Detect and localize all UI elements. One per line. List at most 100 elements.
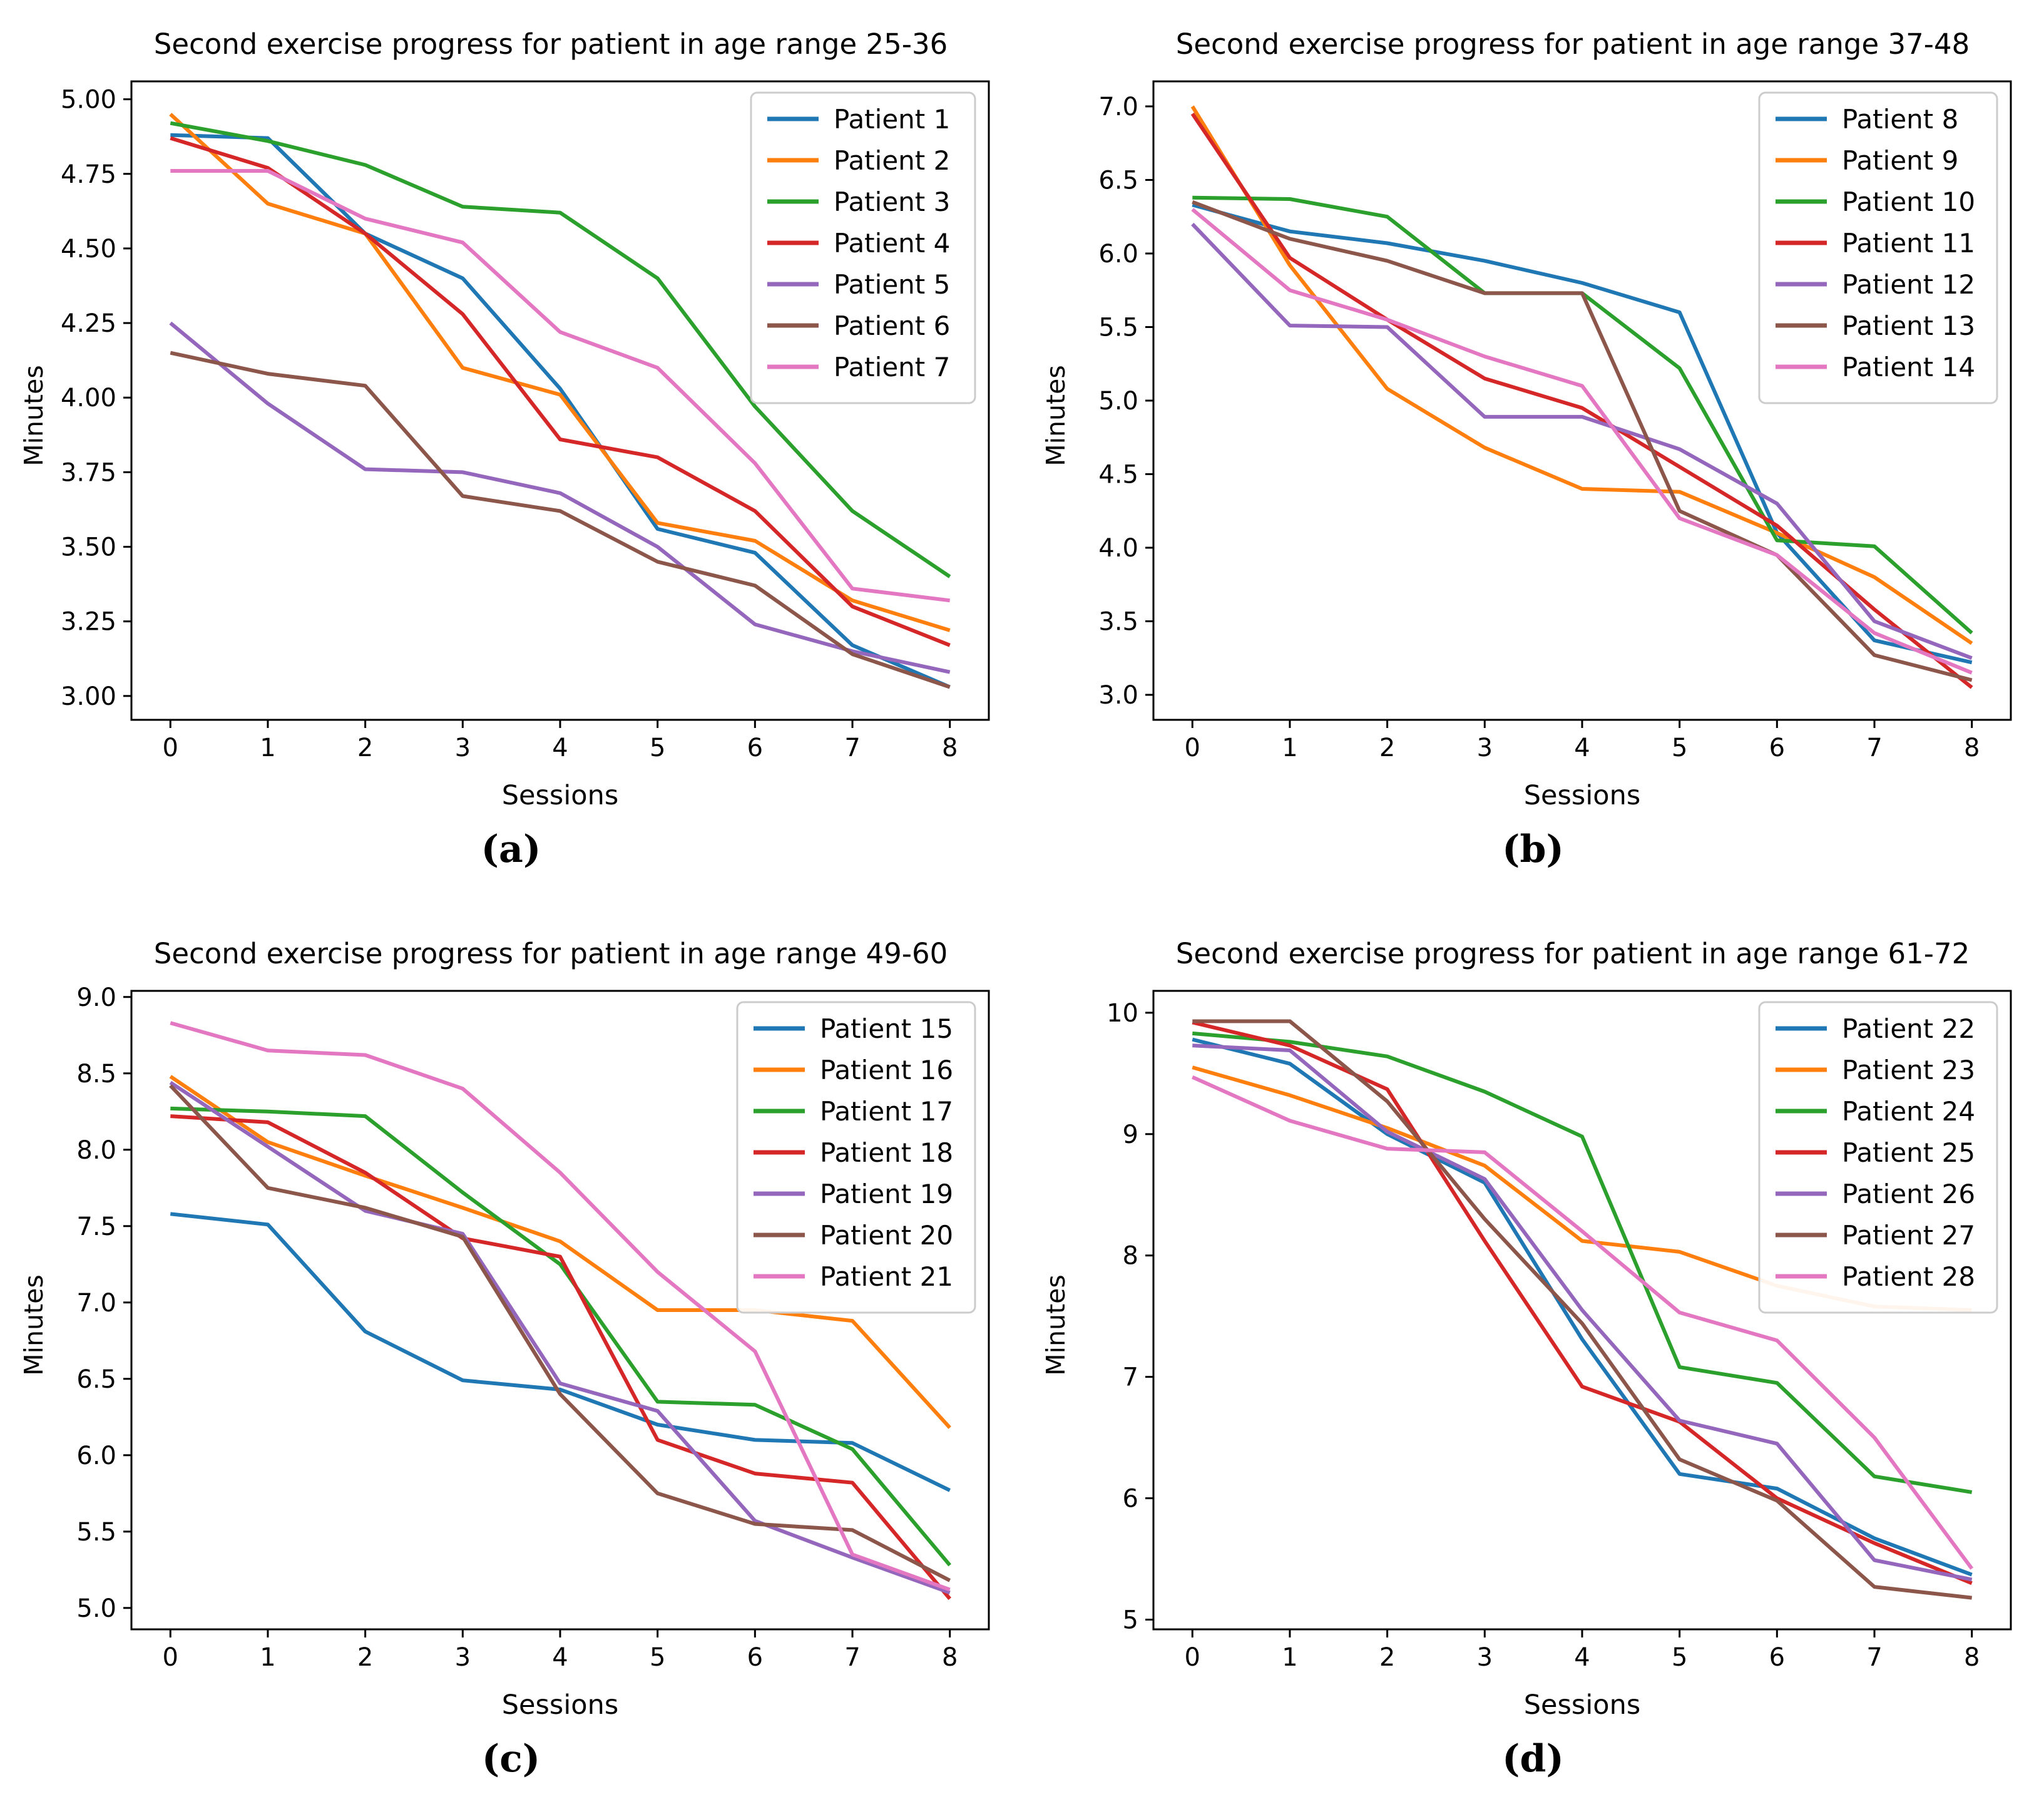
legend-label: Patient 28 [1842, 1261, 1975, 1292]
x-tick-label: 8 [1964, 1643, 1980, 1672]
legend-label: Patient 1 [834, 104, 950, 135]
chart-b-figure-label: (b) [1502, 828, 1564, 871]
series-line-patient-2 [169, 113, 951, 632]
series-line-patient-6 [170, 351, 951, 689]
series-line-patient-4 [170, 136, 951, 647]
x-tick-label: 5 [650, 734, 665, 762]
y-tick-label: 7.5 [76, 1212, 116, 1241]
series-line-patient-20 [169, 1084, 951, 1582]
x-tick-label: 0 [163, 734, 178, 762]
y-tick-label: 3.00 [61, 682, 116, 711]
x-tick-label: 8 [942, 1643, 958, 1672]
x-tick-label: 1 [1282, 734, 1297, 762]
y-tick-label: 6.0 [1098, 240, 1138, 269]
legend-label: Patient 9 [1842, 145, 1958, 176]
x-tick-label: 2 [357, 734, 373, 762]
series-line-patient-7 [170, 169, 951, 603]
x-tick-label: 6 [1769, 1643, 1785, 1672]
legend-label: Patient 25 [1842, 1137, 1975, 1168]
x-tick-label: 1 [260, 734, 275, 762]
x-tick-label: 4 [552, 1643, 568, 1672]
legend-label: Patient 14 [1842, 352, 1975, 382]
series-line-patient-19 [169, 1080, 951, 1595]
y-tick-label: 4.5 [1098, 461, 1138, 489]
legend-label: Patient 19 [820, 1179, 953, 1209]
y-tick-label: 5.00 [61, 86, 116, 115]
series-line-patient-18 [170, 1114, 951, 1601]
x-tick-label: 7 [844, 734, 860, 762]
legend-label: Patient 5 [834, 269, 950, 300]
x-tick-label: 6 [1769, 734, 1785, 762]
y-tick-label: 4.25 [61, 309, 116, 338]
series-line-patient-8 [1192, 203, 1973, 665]
x-tick-label: 7 [1866, 1643, 1882, 1672]
chart-panel-d: 0 1 2 3 4 5 6 7 8 5 6 7 8 9 10 Patient 22 Patient 23 Pati… [1022, 910, 2044, 1819]
y-tick-label: 6 [1123, 1485, 1138, 1514]
x-tick-label: 5 [1672, 1643, 1687, 1672]
x-tick-label: 3 [455, 1643, 471, 1672]
legend-label: Patient 7 [834, 352, 950, 382]
chart-c-figure-label: (c) [481, 1737, 541, 1781]
y-tick-label: 4.00 [61, 384, 116, 412]
series-line-patient-9 [1190, 105, 1973, 645]
x-tick-label: 4 [1574, 1643, 1590, 1672]
series-line-patient-26 [1192, 1043, 1973, 1582]
y-tick-label: 8.5 [76, 1060, 116, 1089]
chart-c-ylabel: Minutes [19, 1274, 49, 1376]
x-tick-label: 2 [1379, 1643, 1395, 1672]
legend-label: Patient 12 [1842, 269, 1975, 300]
chart-c-canvas: 0 1 2 3 4 5 6 7 8 5.0 5.5 6.0 6.5 7.0 7.5 8.0 8.5 9.0 Pati… [76, 983, 990, 1672]
x-tick-label: 1 [260, 1643, 275, 1672]
x-tick-label: 7 [844, 1643, 860, 1672]
x-tick-label: 5 [650, 1643, 665, 1672]
y-tick-label: 7 [1123, 1363, 1138, 1392]
y-tick-label: 4.75 [61, 160, 116, 189]
legend: Patient 1 Patient 2 Patient 3 Patient 4 Pati… [750, 91, 976, 404]
legend-label: Patient 8 [1842, 104, 1958, 135]
chart-a-canvas: 0 1 2 3 4 5 6 7 8 3.00 3.25 3.50 3.75 4.00 4.25 4.50 4.7… [61, 80, 990, 762]
legend-label: Patient 21 [820, 1261, 953, 1292]
y-tick-label: 3.25 [61, 608, 116, 637]
y-tick-label: 9 [1123, 1120, 1138, 1149]
series-line-patient-5 [169, 321, 951, 674]
y-tick-label: 5.5 [76, 1518, 116, 1547]
chart-panel-b: 0 1 2 3 4 5 6 7 8 3.0 3.5 4.0 4.5 5.0 5.5 6.0 6.5 7.0 Pati… [1022, 0, 2044, 910]
legend-label: Patient 20 [820, 1220, 953, 1251]
y-tick-label: 6.0 [76, 1442, 116, 1470]
legend-label: Patient 17 [820, 1096, 953, 1127]
y-tick-label: 5.5 [1098, 313, 1138, 342]
legend-label: Patient 15 [820, 1013, 953, 1044]
chart-b-title: Second exercise progress for patient in … [1175, 28, 1970, 61]
x-tick-label: 0 [163, 1643, 178, 1672]
x-tick-label: 0 [1185, 1643, 1200, 1672]
series-line-patient-25 [1192, 1020, 1973, 1586]
x-tick-label: 3 [455, 734, 471, 762]
legend-label: Patient 16 [820, 1055, 953, 1085]
x-tick-label: 3 [1477, 1643, 1493, 1672]
y-tick-label: 3.50 [61, 533, 116, 562]
chart-c-title: Second exercise progress for patient in … [153, 937, 948, 970]
legend-label: Patient 27 [1842, 1220, 1975, 1251]
chart-a-figure-label: (a) [481, 828, 541, 871]
y-tick-label: 5 [1123, 1606, 1138, 1634]
legend-label: Patient 10 [1842, 187, 1975, 217]
legend-label: Patient 11 [1842, 228, 1975, 259]
chart-d-title: Second exercise progress for patient in … [1175, 937, 1970, 970]
x-tick-label: 0 [1185, 734, 1200, 762]
y-tick-label: 3.5 [1098, 608, 1138, 637]
x-tick-label: 1 [1282, 1643, 1297, 1672]
y-tick-label: 7.0 [1098, 93, 1138, 121]
x-tick-label: 5 [1672, 734, 1687, 762]
series-line-patient-12 [1191, 222, 1973, 660]
series-line-patient-21 [170, 1021, 951, 1592]
chart-panel-c: 0 1 2 3 4 5 6 7 8 5.0 5.5 6.0 6.5 7.0 7.5 8.0 8.5 9.0 Pati… [0, 910, 1022, 1819]
y-tick-label: 5.0 [76, 1594, 116, 1623]
y-tick-label: 6.5 [76, 1365, 116, 1394]
series-line-patient-27 [1192, 1019, 1973, 1600]
series-line-patient-28 [1192, 1075, 1974, 1570]
y-tick-label: 3.0 [1098, 681, 1138, 710]
x-tick-label: 8 [942, 734, 958, 762]
series-line-patient-13 [1192, 200, 1973, 682]
